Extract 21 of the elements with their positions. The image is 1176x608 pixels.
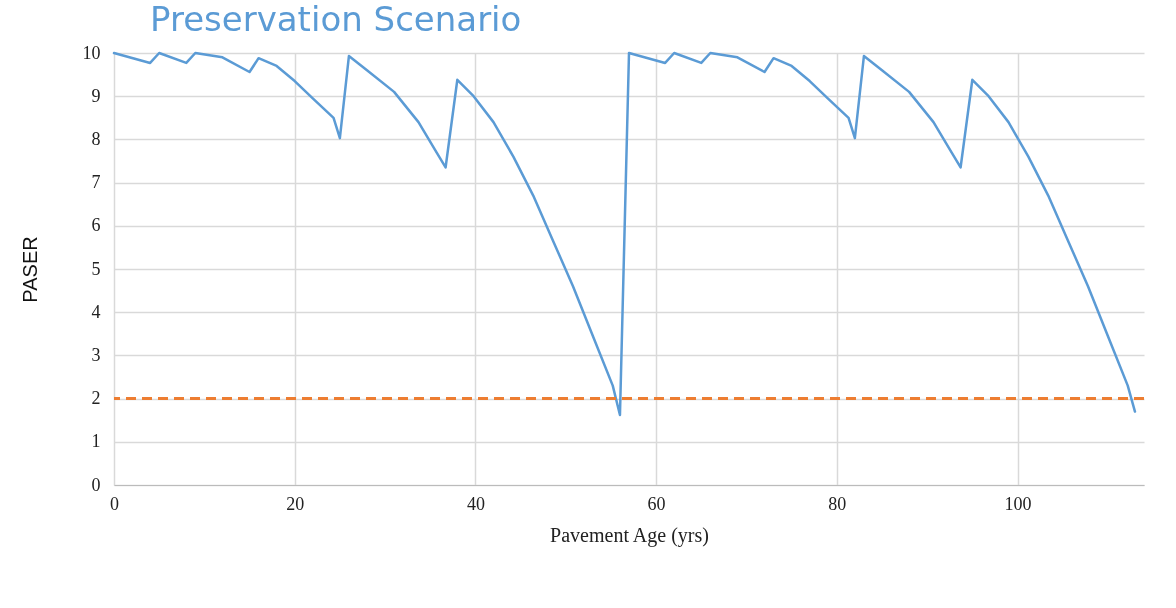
x-tick-label: 40 xyxy=(466,493,485,514)
chart-title: Preservation Scenario xyxy=(150,0,522,39)
x-tick-label: 80 xyxy=(828,493,847,514)
x-axis-title: Pavement Age (yrs) xyxy=(550,523,709,547)
y-tick-label: 1 xyxy=(91,431,101,452)
y-tick-label: 5 xyxy=(91,258,101,279)
y-tick-label: 8 xyxy=(91,128,101,149)
y-tick-label: 10 xyxy=(82,42,101,63)
y-tick-label: 4 xyxy=(91,301,101,322)
x-tick-label: 60 xyxy=(647,493,666,514)
y-tick-label: 9 xyxy=(91,85,101,106)
x-tick-label: 0 xyxy=(110,493,119,514)
y-tick-label: 2 xyxy=(91,388,101,409)
x-tick-label: 100 xyxy=(1004,493,1032,514)
y-tick-label: 6 xyxy=(91,215,101,236)
y-tick-label: 7 xyxy=(91,172,101,193)
y-tick-label: 3 xyxy=(91,344,101,365)
y-tick-label: 0 xyxy=(91,474,101,495)
x-tick-label: 20 xyxy=(286,493,305,514)
line-series xyxy=(112,51,1137,417)
y-axis-title: PASER xyxy=(18,236,41,303)
